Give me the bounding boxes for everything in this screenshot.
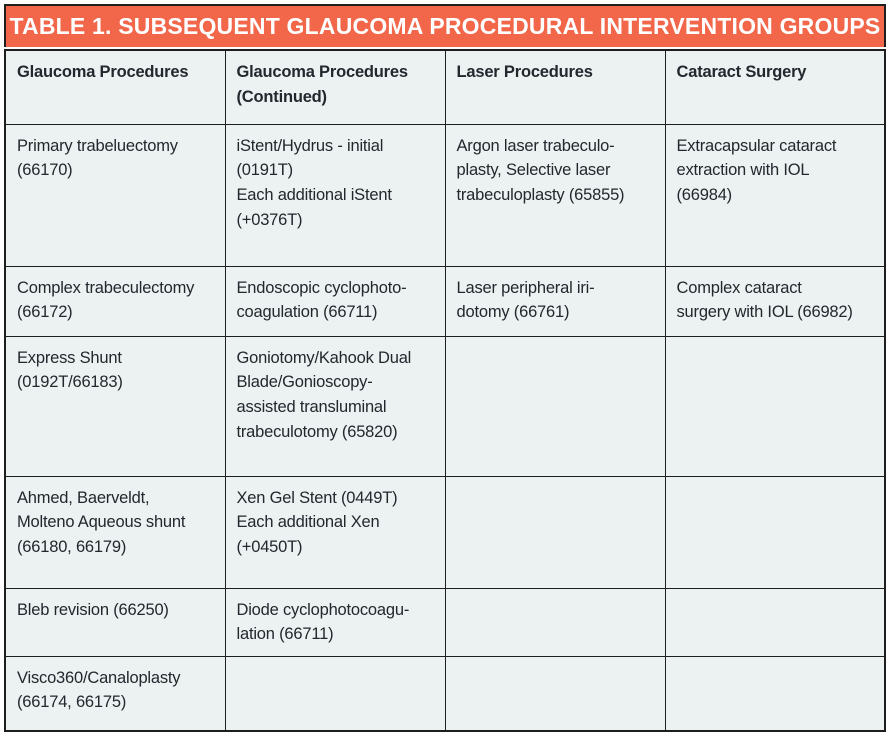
table-title: TABLE 1. SUBSEQUENT GLAUCOMA PROCEDURAL … — [4, 4, 886, 47]
column-header-laser-procedures: Laser Procedures — [444, 49, 666, 125]
table-cell: Goniotomy/Kahook Dual Blade/Gonioscopy- … — [224, 335, 446, 477]
table-cell: Bleb revision (66250) — [4, 587, 226, 657]
table-cell: Endoscopic cyclophoto- coagulation (6671… — [224, 265, 446, 337]
table-cell: Primary trabeluectomy (66170) — [4, 123, 226, 267]
table-row: Primary trabeluectomy (66170) iStent/Hyd… — [4, 123, 886, 267]
table-body: Primary trabeluectomy (66170) iStent/Hyd… — [4, 123, 886, 732]
table-cell: Diode cyclophotocoagu- lation (66711) — [224, 587, 446, 657]
table-cell — [444, 335, 666, 477]
column-header-cataract-surgery: Cataract Surgery — [664, 49, 886, 125]
table-row: Bleb revision (66250) Diode cyclophotoco… — [4, 587, 886, 657]
header-row: Glaucoma Procedures Glaucoma Procedures … — [4, 49, 886, 125]
table-row: Express Shunt (0192T/66183) Goniotomy/Ka… — [4, 335, 886, 477]
table-cell — [664, 335, 886, 477]
table-cell: Argon laser trabeculo- plasty, Selective… — [444, 123, 666, 267]
table-cell: Extracapsular cataract extraction with I… — [664, 123, 886, 267]
table-cell: Visco360/Canaloplasty (66174, 66175) — [4, 655, 226, 732]
table-cell: Complex trabeculectomy (66172) — [4, 265, 226, 337]
table-cell: Xen Gel Stent (0449T) Each additional Xe… — [224, 475, 446, 589]
table-cell — [444, 475, 666, 589]
table-row: Ahmed, Baerveldt, Molteno Aqueous shunt … — [4, 475, 886, 589]
column-header-glaucoma-procedures-continued: Glaucoma Procedures (Continued) — [224, 49, 446, 125]
table-cell — [224, 655, 446, 732]
table-cell: Laser peripheral iri- dotomy (66761) — [444, 265, 666, 337]
table-header: Glaucoma Procedures Glaucoma Procedures … — [4, 49, 886, 125]
table-cell: iStent/Hydrus - initial (0191T) Each add… — [224, 123, 446, 267]
table-row: Visco360/Canaloplasty (66174, 66175) — [4, 655, 886, 732]
table-row: Complex trabeculectomy (66172) Endoscopi… — [4, 265, 886, 337]
table-cell — [664, 587, 886, 657]
table-cell: Ahmed, Baerveldt, Molteno Aqueous shunt … — [4, 475, 226, 589]
table-cell — [444, 587, 666, 657]
procedures-table: Glaucoma Procedures Glaucoma Procedures … — [4, 49, 886, 732]
table-cell: Complex cataract surgery with IOL (66982… — [664, 265, 886, 337]
table-cell — [664, 475, 886, 589]
table-cell — [664, 655, 886, 732]
table-cell — [444, 655, 666, 732]
table-cell: Express Shunt (0192T/66183) — [4, 335, 226, 477]
column-header-glaucoma-procedures: Glaucoma Procedures — [4, 49, 226, 125]
